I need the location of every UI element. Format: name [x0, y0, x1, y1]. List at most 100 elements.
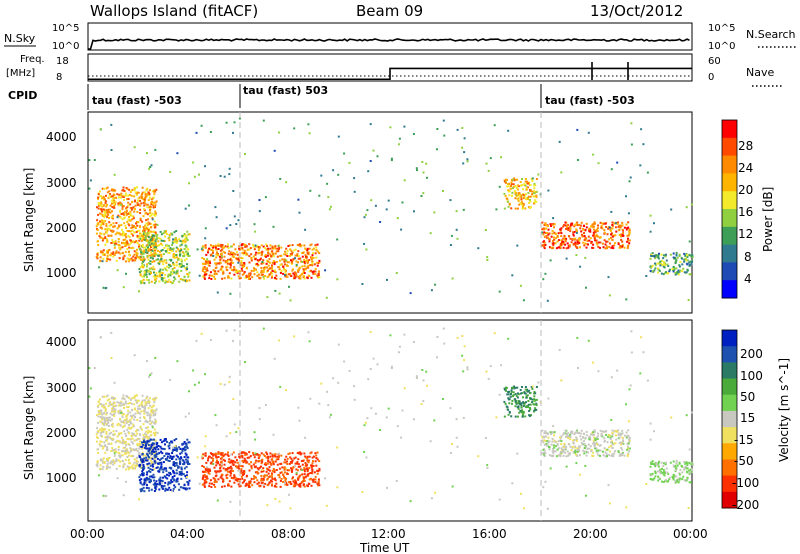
velocity-echo-cell	[213, 483, 216, 486]
power-echo-cell	[614, 242, 616, 245]
power-echo-cell	[171, 282, 174, 285]
velocity-echo-cell	[278, 467, 281, 470]
velocity-echo-cell	[126, 448, 128, 451]
velocity-echo-cell	[228, 458, 231, 461]
velocity-echo-cell	[612, 455, 615, 458]
power-echo-cell	[563, 238, 566, 241]
velocity-echo-cell	[181, 442, 184, 445]
power-echo-cell	[296, 244, 299, 246]
power-echo-cell	[583, 239, 586, 241]
velocity-echo-cell	[545, 442, 548, 445]
power-echo-cell	[135, 252, 138, 255]
velocity-echo-cell	[145, 473, 148, 476]
power-echo-cell	[303, 272, 306, 274]
power-echo-cell	[129, 219, 132, 222]
velocity-echo-cell	[626, 448, 629, 451]
power-echo-cell	[142, 215, 145, 218]
power-echo-cell	[141, 265, 143, 268]
power-echo-cell	[118, 232, 121, 235]
power-echo-cell	[513, 179, 516, 182]
velocity-echo-cell	[148, 452, 151, 455]
velocity-echo-cell	[543, 432, 546, 434]
velocity-echo-cell	[565, 445, 568, 448]
velocity-echo-cell	[311, 479, 314, 481]
power-echo-cell	[552, 246, 555, 249]
velocity-echo-cell	[143, 435, 146, 438]
power-echo-cell	[105, 260, 108, 262]
power-echo-cell	[262, 270, 265, 273]
power-echo-cell	[272, 225, 275, 228]
velocity-echo-cell	[216, 459, 218, 462]
power-echo-cell	[133, 207, 136, 210]
power-echo-cell	[545, 227, 548, 230]
velocity-echo-cell	[594, 443, 596, 446]
power-echo-cell	[526, 198, 529, 200]
power-echo-cell	[287, 245, 290, 247]
velocity-echo-cell	[123, 430, 126, 433]
power-echo-cell	[139, 237, 142, 240]
power-echo-cell	[686, 268, 689, 271]
power-echo-cell	[96, 253, 99, 256]
velocity-echo-cell	[180, 457, 183, 460]
power-echo-cell	[148, 254, 151, 257]
power-echo-cell	[610, 227, 613, 230]
power-echo-cell	[595, 241, 598, 244]
power-echo-cell	[270, 276, 273, 279]
power-echo-cell	[140, 197, 143, 200]
power-echo-cell	[574, 241, 577, 244]
velocity-echo-cell	[188, 487, 191, 490]
power-echo-cell	[389, 126, 392, 129]
power-echo-cell	[661, 259, 663, 262]
power-echo-cell	[222, 247, 225, 250]
velocity-echo-cell	[246, 456, 249, 459]
velocity-echo-cell	[126, 456, 129, 458]
velocity-echo-cell	[186, 438, 189, 441]
power-echo-cell	[279, 277, 282, 280]
power-echo-cell	[579, 227, 582, 230]
power-echo-cell	[233, 268, 236, 271]
power-echo-cell	[116, 227, 119, 230]
power-echo-cell	[99, 190, 101, 193]
velocity-echo-cell	[156, 442, 159, 444]
power-echo-cell	[676, 256, 679, 259]
velocity-echo-cell	[558, 454, 560, 457]
power-echo-cell	[173, 257, 176, 259]
velocity-echo-cell	[240, 452, 243, 455]
power-echo-cell	[626, 234, 629, 237]
velocity-echo-cell	[126, 395, 129, 398]
power-echo-cell	[543, 245, 546, 248]
power-echo-cell	[147, 242, 150, 245]
power-echo-cell	[653, 222, 655, 225]
velocity-echo-cell	[123, 421, 125, 424]
power-echo-cell	[180, 260, 183, 263]
velocity-echo-cell	[555, 455, 558, 458]
velocity-echo-cell	[621, 448, 624, 451]
power-echo-cell	[280, 269, 283, 272]
velocity-echo-cell	[112, 405, 115, 408]
freq-tick-bottom: 8	[56, 72, 62, 83]
power-echo-cell	[254, 263, 257, 266]
velocity-echo-cell	[178, 473, 181, 476]
power-echo-cell	[413, 210, 415, 213]
power-echo-cell	[146, 213, 149, 216]
power-echo-cell	[314, 270, 317, 273]
velocity-echo-cell	[166, 457, 169, 460]
power-echo-cell	[292, 258, 295, 261]
power-echo-cell	[625, 298, 628, 301]
velocity-echo-cell	[552, 454, 555, 457]
velocity-echo-cell	[121, 459, 124, 462]
power-echo-cell	[113, 194, 116, 197]
velocity-echo-cell	[142, 434, 145, 437]
power-echo-cell	[313, 247, 315, 250]
velocity-echo-cell	[230, 476, 233, 479]
velocity-echo-cell	[271, 473, 274, 476]
power-echo-cell	[258, 210, 261, 213]
power-echo-cell	[254, 253, 257, 256]
power-echo-cell	[145, 219, 148, 222]
power-echo-cell	[133, 226, 136, 228]
power-echo-cell	[599, 246, 601, 249]
velocity-echo-cell	[604, 451, 607, 454]
power-echo-cell	[137, 203, 140, 206]
power-echo-cell	[129, 210, 132, 213]
power-echo-cell	[106, 210, 108, 213]
